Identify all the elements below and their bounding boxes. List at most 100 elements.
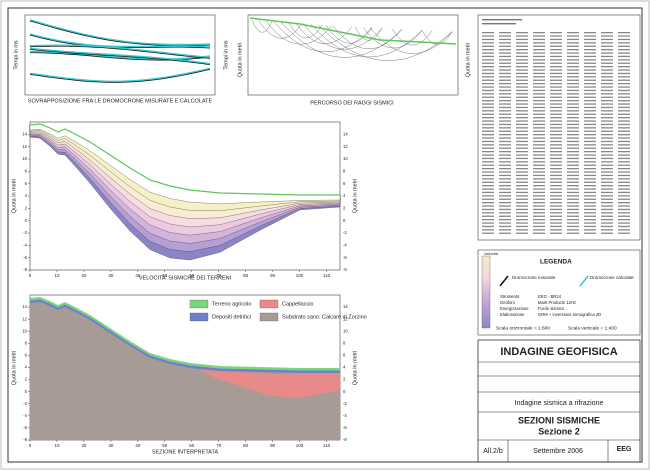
table-cell — [584, 232, 596, 234]
x-tick-label: 60 — [189, 443, 195, 448]
table-cell — [482, 225, 494, 228]
table-cell — [618, 171, 630, 173]
table-cell — [499, 212, 511, 214]
table-cell — [601, 174, 613, 177]
table-cell — [499, 49, 511, 51]
table-cell — [618, 168, 630, 170]
table-cell — [584, 161, 596, 163]
table-cell — [550, 229, 562, 231]
table-cell — [567, 123, 579, 126]
table-cell — [533, 62, 545, 64]
table-cell — [516, 198, 528, 200]
ray — [265, 21, 333, 45]
table-cell — [482, 151, 494, 153]
table-cell — [584, 208, 596, 211]
ray — [421, 30, 453, 45]
table-cell — [499, 59, 511, 61]
table-cell — [584, 106, 596, 109]
table-cell — [618, 130, 630, 132]
table-cell — [550, 76, 562, 78]
y-tick-label: -6 — [23, 425, 27, 430]
table-cell — [516, 151, 528, 153]
table-cell — [601, 229, 613, 231]
table-cell — [601, 154, 613, 156]
table-cell — [584, 93, 596, 95]
table-cell — [482, 168, 494, 170]
table-cell — [533, 208, 545, 211]
calculated-curve — [30, 51, 211, 61]
table-cell — [567, 76, 579, 78]
table-cell — [482, 106, 494, 109]
table-cell — [584, 55, 596, 58]
table-cell — [499, 171, 511, 173]
y-tick-label: 14 — [343, 131, 348, 136]
y-tick-label: 4 — [343, 365, 346, 370]
table-cell — [567, 62, 579, 64]
captions: Quota in metri — [237, 43, 243, 78]
table-cell — [499, 52, 511, 54]
table-cell — [550, 147, 562, 149]
table-cell — [550, 181, 562, 183]
table-cell — [533, 205, 545, 207]
table-cell — [567, 208, 579, 211]
table-cell — [482, 55, 494, 58]
table-cell — [618, 66, 630, 68]
table-cell — [618, 35, 630, 37]
table-cell — [567, 106, 579, 109]
table-cell — [482, 45, 494, 47]
table-cell — [601, 181, 613, 183]
legend-line — [579, 275, 589, 287]
table-cell — [601, 130, 613, 132]
measured-curve — [29, 69, 211, 83]
table-cell — [516, 62, 528, 64]
table-cell — [533, 229, 545, 231]
table-cell — [584, 134, 596, 136]
table-cell — [499, 76, 511, 78]
table-cell — [584, 110, 596, 112]
table-cell — [516, 59, 528, 61]
table-cell — [499, 144, 511, 146]
table-cell — [482, 232, 494, 234]
x-tick-label: 0 — [29, 443, 32, 448]
table-cell — [499, 164, 511, 166]
y-tick-label: 2 — [343, 205, 346, 210]
y-tick-label: -6 — [343, 425, 347, 430]
table-cell — [550, 62, 562, 64]
layer-terreno — [30, 297, 340, 371]
table-cell — [516, 76, 528, 78]
table-cell — [601, 38, 613, 41]
table-cell — [533, 100, 545, 102]
title-block: INDAGINE GEOFISICA — [500, 346, 617, 358]
table-cell — [499, 229, 511, 231]
table-cell — [516, 32, 528, 34]
table-cell — [533, 113, 545, 115]
table-cell — [516, 93, 528, 95]
table-cell — [584, 140, 596, 143]
layer-cappellaccio — [200, 370, 340, 398]
table-cell — [550, 52, 562, 54]
data-table — [482, 19, 630, 234]
table-cell — [533, 120, 545, 122]
table-cell — [482, 72, 494, 75]
table-cell — [618, 147, 630, 149]
legend-swatch — [189, 312, 209, 322]
layer-detritici — [30, 299, 340, 373]
title-block-rules — [478, 361, 640, 462]
table-cell — [584, 79, 596, 81]
table-cell — [567, 130, 579, 132]
table-cell — [482, 229, 494, 231]
x-tick-label: 40 — [135, 273, 141, 278]
table-cell — [499, 120, 511, 122]
table-cell — [618, 185, 630, 187]
table-cell — [482, 52, 494, 54]
table-cell — [516, 212, 528, 214]
table-cell — [550, 215, 562, 217]
table-cell — [584, 62, 596, 64]
table-cell — [482, 103, 494, 105]
table-cell — [482, 147, 494, 149]
table-cell — [601, 45, 613, 47]
table-cell — [618, 76, 630, 78]
table-cell — [499, 181, 511, 183]
table-cell — [533, 171, 545, 173]
